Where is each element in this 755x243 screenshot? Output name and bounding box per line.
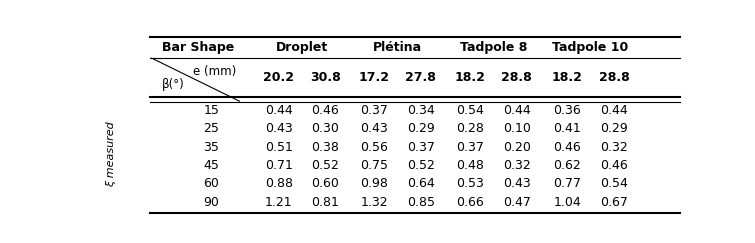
Text: 0.64: 0.64 — [407, 177, 435, 191]
Text: 30.8: 30.8 — [310, 71, 341, 84]
Text: 45: 45 — [203, 159, 220, 172]
Text: 0.77: 0.77 — [553, 177, 581, 191]
Text: 18.2: 18.2 — [455, 71, 485, 84]
Text: 0.43: 0.43 — [360, 122, 388, 135]
Text: 0.98: 0.98 — [360, 177, 388, 191]
Text: 0.37: 0.37 — [407, 141, 435, 154]
Text: Tadpole 8: Tadpole 8 — [460, 41, 527, 54]
Text: Droplet: Droplet — [276, 41, 328, 54]
Text: Plétina: Plétina — [373, 41, 422, 54]
Text: 90: 90 — [203, 196, 220, 209]
Text: 15: 15 — [203, 104, 220, 117]
Text: 0.54: 0.54 — [456, 104, 484, 117]
Text: 0.41: 0.41 — [553, 122, 581, 135]
Text: 0.30: 0.30 — [312, 122, 340, 135]
Text: 0.20: 0.20 — [503, 141, 531, 154]
Text: 0.28: 0.28 — [456, 122, 484, 135]
Text: 0.85: 0.85 — [407, 196, 435, 209]
Text: 0.48: 0.48 — [456, 159, 484, 172]
Text: 0.56: 0.56 — [360, 141, 388, 154]
Text: 0.32: 0.32 — [600, 141, 628, 154]
Text: 0.37: 0.37 — [456, 141, 484, 154]
Text: 28.8: 28.8 — [501, 71, 532, 84]
Text: Bar Shape: Bar Shape — [162, 41, 234, 54]
Text: 0.54: 0.54 — [600, 177, 628, 191]
Text: 35: 35 — [203, 141, 220, 154]
Text: e (mm): e (mm) — [193, 65, 236, 78]
Text: 0.51: 0.51 — [265, 141, 293, 154]
Text: 0.88: 0.88 — [265, 177, 293, 191]
Text: 0.52: 0.52 — [312, 159, 340, 172]
Text: 0.32: 0.32 — [503, 159, 531, 172]
Text: 18.2: 18.2 — [552, 71, 583, 84]
Text: 0.29: 0.29 — [407, 122, 435, 135]
Text: 0.34: 0.34 — [407, 104, 435, 117]
Text: 0.46: 0.46 — [553, 141, 581, 154]
Text: 0.81: 0.81 — [312, 196, 340, 209]
Text: 0.36: 0.36 — [553, 104, 581, 117]
Text: 0.37: 0.37 — [360, 104, 388, 117]
Text: 0.44: 0.44 — [265, 104, 293, 117]
Text: 25: 25 — [203, 122, 220, 135]
Text: Tadpole 10: Tadpole 10 — [553, 41, 629, 54]
Text: 0.43: 0.43 — [503, 177, 531, 191]
Text: β(°): β(°) — [162, 78, 184, 91]
Text: 0.53: 0.53 — [456, 177, 484, 191]
Text: 27.8: 27.8 — [405, 71, 436, 84]
Text: 60: 60 — [203, 177, 220, 191]
Text: 1.21: 1.21 — [265, 196, 292, 209]
Text: 0.38: 0.38 — [312, 141, 340, 154]
Text: 1.04: 1.04 — [553, 196, 581, 209]
Text: 0.66: 0.66 — [456, 196, 484, 209]
Text: 28.8: 28.8 — [599, 71, 630, 84]
Text: 0.62: 0.62 — [553, 159, 581, 172]
Text: 0.60: 0.60 — [312, 177, 340, 191]
Text: 0.29: 0.29 — [600, 122, 628, 135]
Text: 0.44: 0.44 — [600, 104, 628, 117]
Text: 17.2: 17.2 — [359, 71, 390, 84]
Text: 0.46: 0.46 — [312, 104, 340, 117]
Text: 20.2: 20.2 — [263, 71, 294, 84]
Text: 0.71: 0.71 — [265, 159, 293, 172]
Text: 0.75: 0.75 — [360, 159, 388, 172]
Text: 0.47: 0.47 — [503, 196, 531, 209]
Text: 0.52: 0.52 — [407, 159, 435, 172]
Text: 1.32: 1.32 — [360, 196, 388, 209]
Text: 0.43: 0.43 — [265, 122, 293, 135]
Text: 0.67: 0.67 — [600, 196, 628, 209]
Text: 0.44: 0.44 — [503, 104, 531, 117]
Text: 0.46: 0.46 — [600, 159, 628, 172]
Text: ξ measured: ξ measured — [106, 122, 116, 187]
Text: 0.10: 0.10 — [503, 122, 531, 135]
